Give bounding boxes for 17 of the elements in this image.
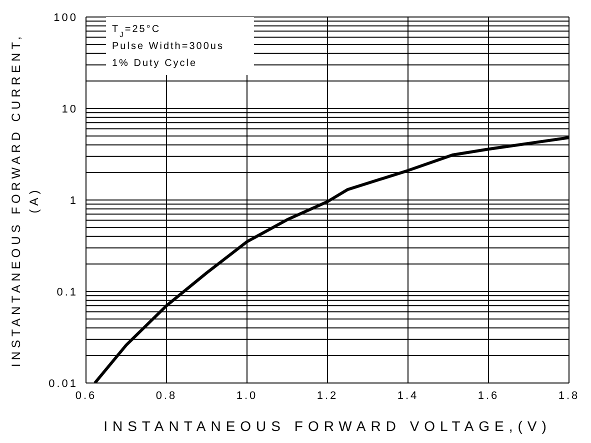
y-tick-label: 0.01 — [48, 378, 78, 390]
x-tick-label: 1.4 — [397, 390, 419, 402]
x-tick-label: 1.2 — [316, 390, 338, 402]
x-tick-label: 0.6 — [75, 390, 97, 402]
x-tick-label: 0.8 — [156, 390, 178, 402]
y-tick-label: 100 — [54, 12, 78, 24]
annotation: T$_{J}$=25°C — [112, 24, 161, 38]
annotation: Pulse Width=300us — [112, 41, 224, 52]
y-tick-label: 0.1 — [56, 286, 78, 298]
y-axis-title: INSTANTANEOUS FORWARD CURRENT, (A) — [9, 33, 41, 367]
x-tick-label: 1.8 — [558, 390, 580, 402]
x-tick-label: 1.6 — [478, 390, 500, 402]
x-tick-label: 1.0 — [236, 390, 258, 402]
x-axis-title: INSTANTANEOUS FORWARD VOLTAGE,(V) — [104, 418, 552, 434]
y-tick-label: 1 — [70, 194, 78, 207]
y-tick-label: 10 — [62, 103, 78, 116]
annotation: 1% Duty Cycle — [112, 58, 198, 69]
